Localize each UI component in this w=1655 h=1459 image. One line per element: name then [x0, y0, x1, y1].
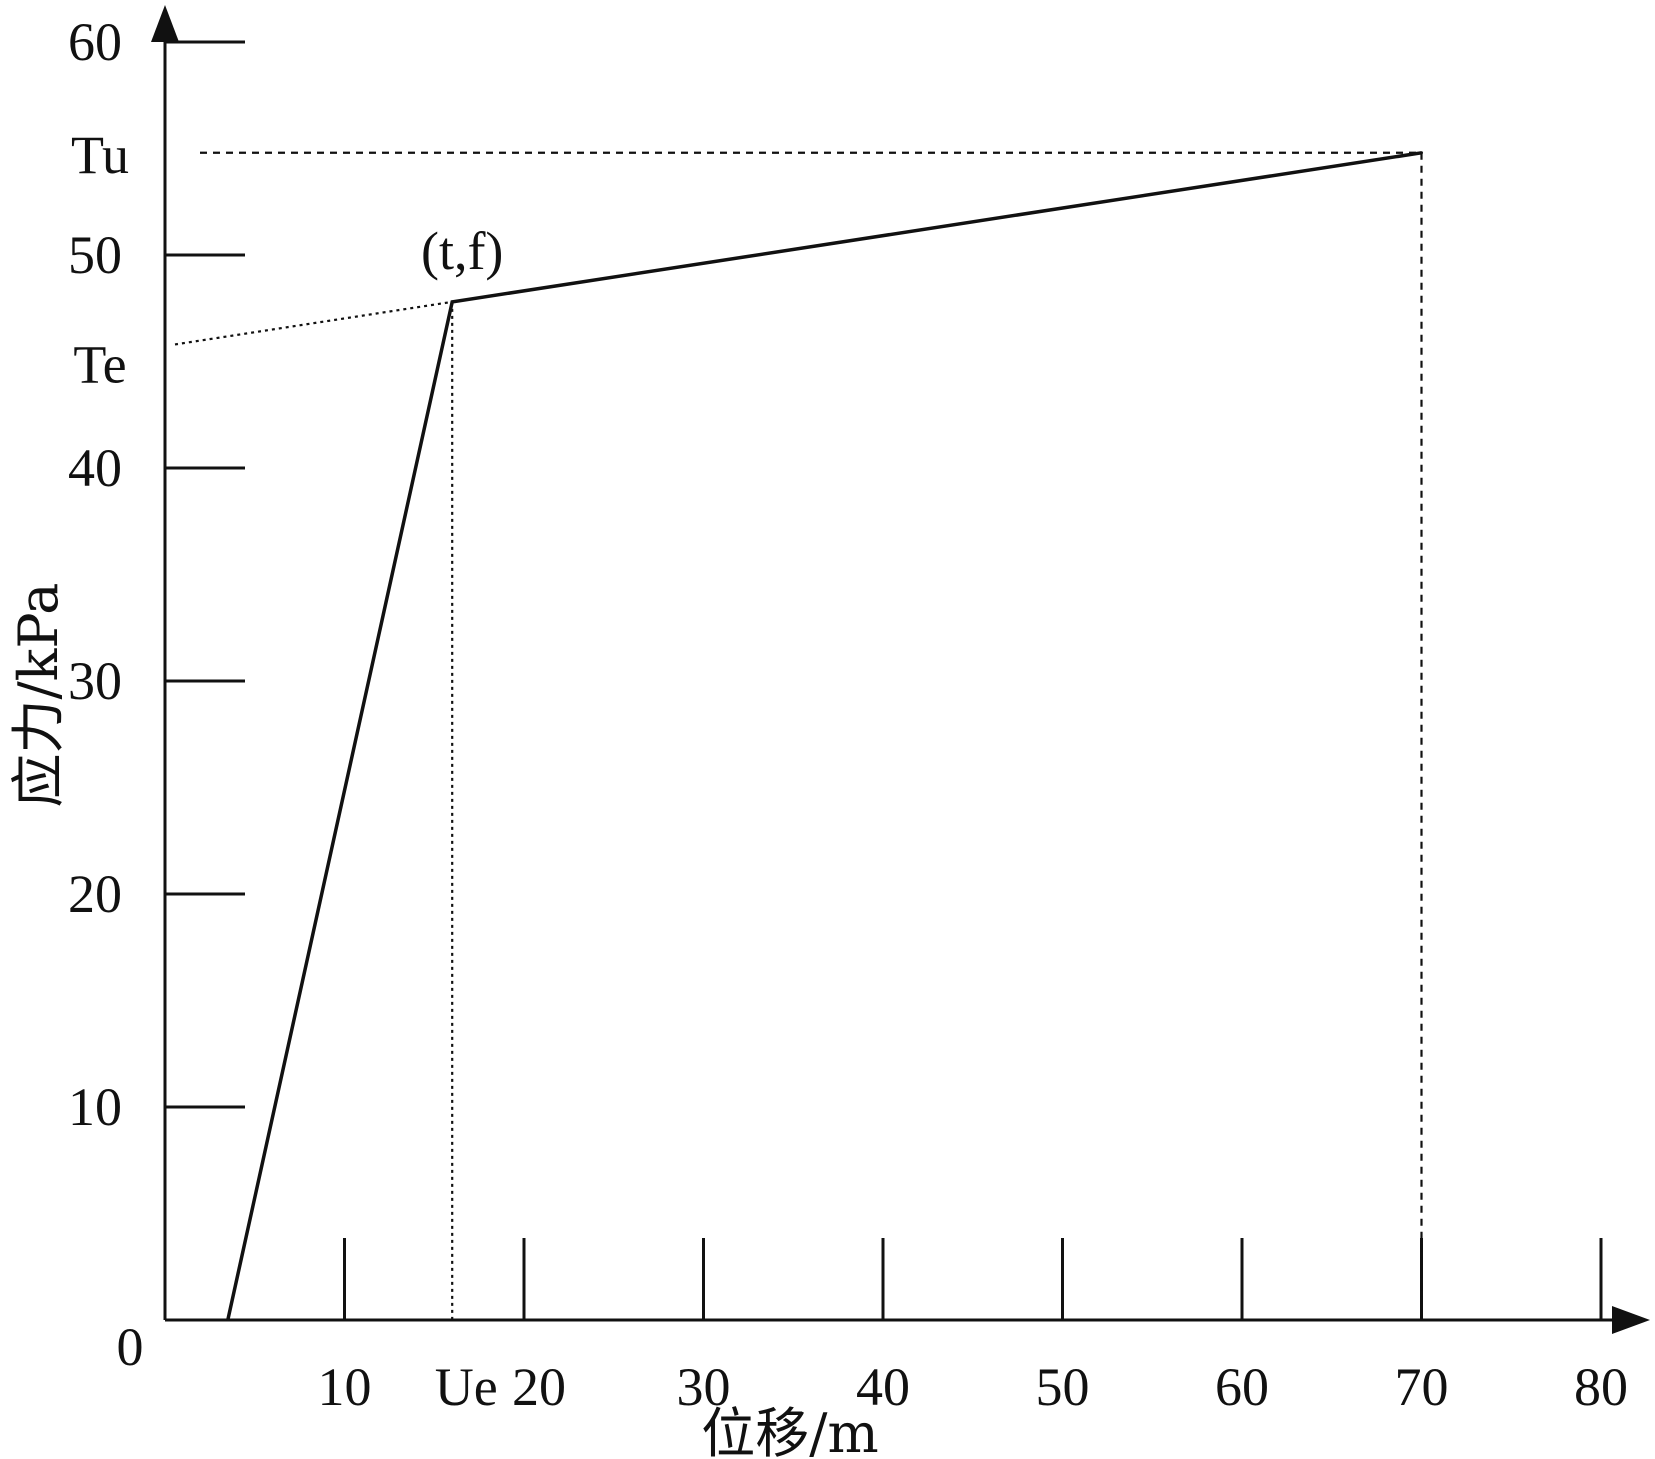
axes [151, 5, 1650, 1334]
y-tick-label-50: 50 [68, 225, 122, 285]
y-tick-label-40: 40 [68, 438, 122, 498]
series-group [226, 151, 1423, 1322]
te-label: Te [73, 334, 126, 394]
series-line-0 [226, 151, 1422, 1321]
x-tick-label-60: 60 [1215, 1357, 1269, 1417]
x-tick-label-50: 50 [1036, 1357, 1090, 1417]
x-tick-label-30: 30 [677, 1357, 731, 1417]
series-point-0-1 [450, 300, 454, 304]
y-tick-label-20: 20 [68, 864, 122, 924]
y-axis-arrow [151, 5, 179, 42]
x-tick-label-40: 40 [856, 1357, 910, 1417]
x-ticks: 10 20 30 40 50 60 70 80 [318, 1238, 1628, 1417]
y-ticks: 10 20 30 40 50 60 [68, 12, 245, 1137]
y-tick-label-10: 10 [68, 1077, 122, 1137]
x-tick-label-70: 70 [1395, 1357, 1449, 1417]
series-point-0-2 [1420, 151, 1423, 155]
y-tick-label-30: 30 [68, 651, 122, 711]
ue-label: Ue [435, 1357, 498, 1417]
x-tick-label-10: 10 [318, 1357, 372, 1417]
point-label: (t,f) [421, 221, 503, 281]
x-axis-arrow [1612, 1306, 1650, 1334]
tu-label: Tu [71, 125, 129, 185]
te-extension-line [174, 300, 453, 346]
series-point-0-0 [226, 1318, 230, 1322]
reference-lines [174, 151, 1423, 1320]
x-axis-title: 位移/m [701, 1402, 878, 1459]
y-tick-label-60: 60 [68, 12, 122, 72]
y-axis-title: 应力/kPa [7, 582, 70, 807]
x-tick-label-80: 80 [1574, 1357, 1628, 1417]
origin-label: 0 [117, 1317, 144, 1377]
x-tick-label-20: 20 [512, 1357, 566, 1417]
